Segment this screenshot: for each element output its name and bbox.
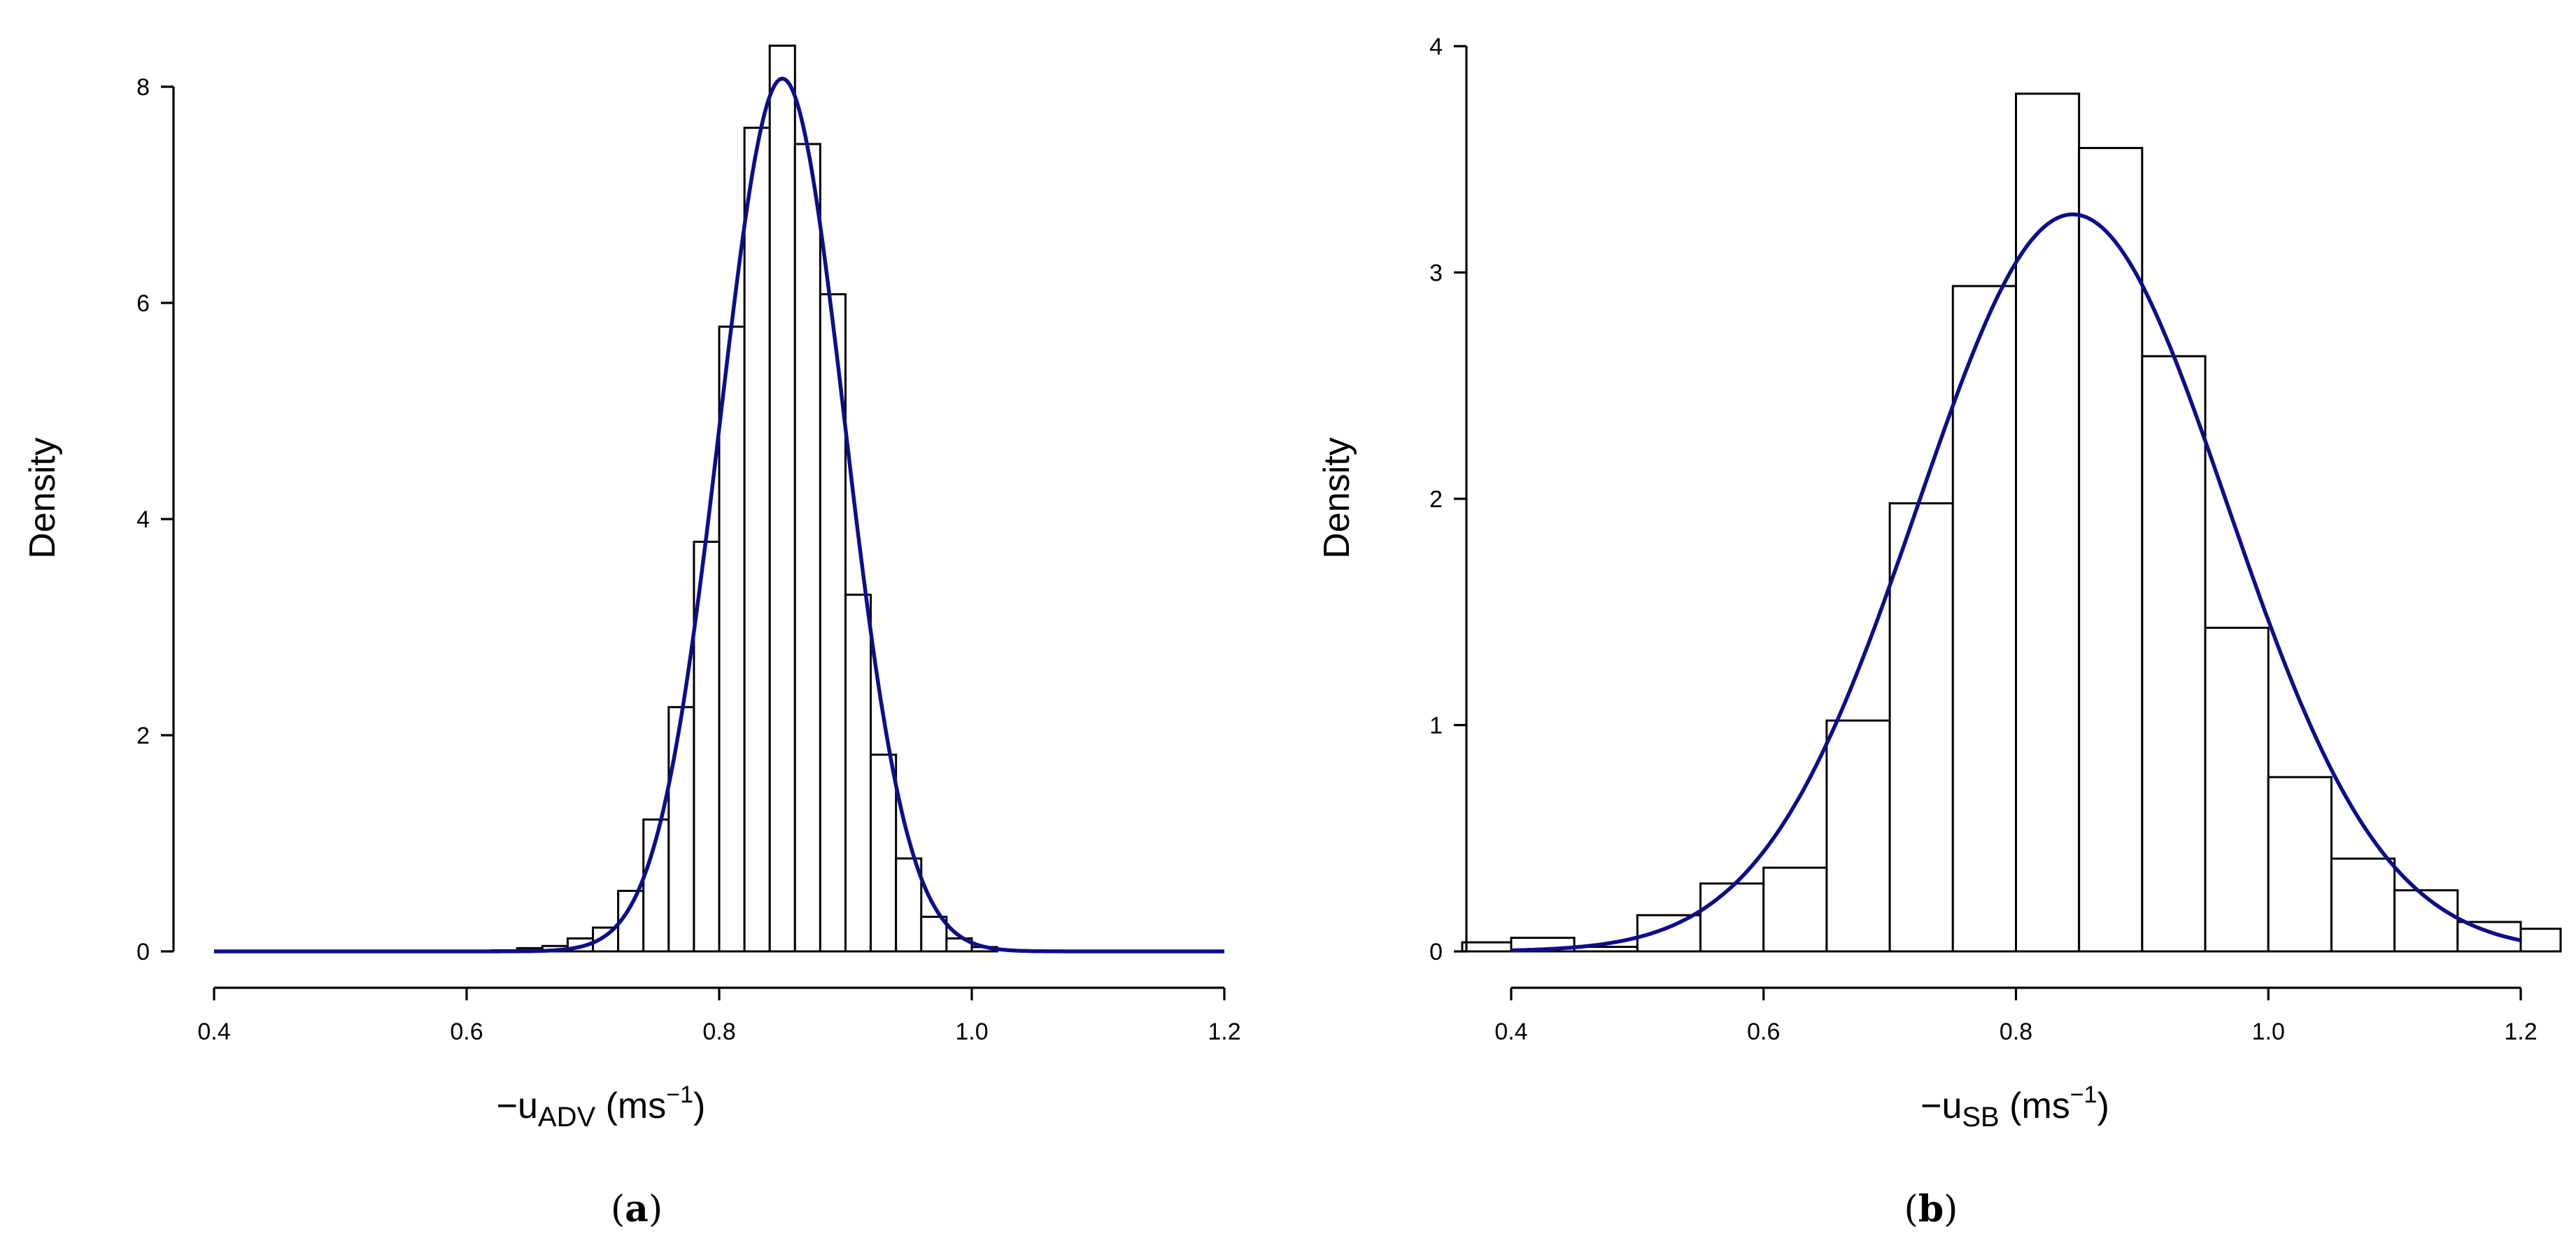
histogram-bar: [2204, 626, 2270, 953]
histogram-bar: [870, 753, 898, 953]
histogram-bar: [1825, 719, 1891, 953]
histogram-bar: [895, 857, 923, 953]
x-tick-label: 0.6: [450, 1019, 483, 1045]
x-tick-label: 1.2: [2504, 1019, 2537, 1045]
histogram-bar: [1951, 285, 2017, 953]
y-tick-label: 2: [136, 723, 150, 749]
histogram-bar: [844, 593, 872, 953]
panel-a-bars: [465, 44, 998, 953]
histogram-bar: [718, 325, 746, 953]
histogram-bar: [1461, 941, 1513, 953]
y-tick-label: 3: [1429, 260, 1443, 287]
panel-b-histogram: 0 1 2 3 4 0.4 0.6 0.8 1.0 1.2 Density −uSB (ms−1…: [1317, 34, 2562, 1231]
panel-a-y-axis: 0 2 4 6 8: [136, 74, 175, 965]
y-tick-label: 6: [136, 290, 150, 317]
panel-a-fit-curve: [214, 76, 1224, 953]
panel-b-x-axis-title: −uSB (ms−1): [1920, 1082, 2109, 1133]
histogram-bar: [667, 706, 695, 953]
x-tick-label: 0.4: [197, 1019, 230, 1045]
panel-a-histogram: 0 2 4 6 8 0.4 0.6 0.8 1.0 1.2 Density −uADV (ms−…: [22, 44, 1241, 1231]
x-tick-label: 0.8: [702, 1019, 735, 1045]
histogram-bar: [2330, 857, 2396, 953]
y-tick-label: 0: [1429, 939, 1443, 965]
histogram-bar: [2519, 928, 2562, 953]
panel-a-x-axis: 0.4 0.6 0.8 1.0 1.2: [197, 986, 1241, 1045]
panel-a-x-axis-title: −uADV (ms−1): [497, 1082, 706, 1133]
histogram-bar: [768, 44, 796, 953]
histogram-bar: [2393, 889, 2459, 953]
histogram-bar: [1762, 866, 1828, 953]
x-tick-label: 0.4: [1494, 1019, 1527, 1045]
panel-b-bars: [1461, 92, 2562, 953]
x-tick-label: 0.8: [2000, 1019, 2032, 1045]
x-tick-label: 0.6: [1747, 1019, 1780, 1045]
y-tick-label: 4: [1429, 34, 1443, 60]
histogram-bar: [2267, 776, 2333, 953]
panel-b-label: (b): [1904, 1188, 1958, 1231]
panel-a-y-axis-title: Density: [22, 437, 63, 558]
y-tick-label: 8: [136, 74, 150, 101]
histogram-bar: [1699, 882, 1765, 953]
histogram-bar: [1888, 502, 1954, 953]
y-tick-label: 0: [136, 939, 150, 965]
histogram-bar: [920, 916, 948, 953]
panel-b-y-axis: 0 1 2 3 4: [1429, 34, 1468, 965]
y-tick-label: 1: [1429, 713, 1443, 739]
x-tick-label: 1.0: [955, 1019, 988, 1045]
histogram-bar: [793, 143, 821, 953]
histogram-bar: [2141, 355, 2207, 953]
y-tick-label: 4: [136, 506, 150, 533]
panel-a-label: (a): [611, 1188, 663, 1231]
panel-b-x-axis: 0.4 0.6 0.8 1.0 1.2: [1494, 986, 2538, 1045]
y-tick-label: 2: [1429, 486, 1443, 513]
panel-b-fit-curve: [1510, 212, 2521, 953]
x-tick-label: 1.0: [2252, 1019, 2285, 1045]
panel-b-y-axis-title: Density: [1317, 437, 1357, 558]
x-tick-label: 1.2: [1208, 1019, 1240, 1045]
histogram-bar: [743, 127, 771, 953]
